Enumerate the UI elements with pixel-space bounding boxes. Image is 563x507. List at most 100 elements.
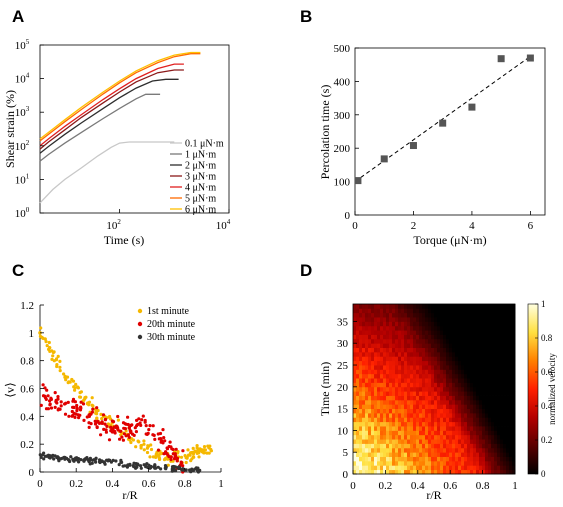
panel-d-heat-cell xyxy=(380,360,384,366)
panel-d-heat-cell xyxy=(473,304,477,309)
panel-d-heat-cell xyxy=(380,412,384,418)
panel-d-heat-cell xyxy=(488,465,492,471)
panel-d-heat-cell xyxy=(464,447,468,453)
panel-c-point-1 xyxy=(85,415,89,419)
panel-d-heat-cell xyxy=(428,469,432,475)
panel-d-heat-cell xyxy=(437,386,441,392)
panel-d-heat-cell xyxy=(482,404,486,410)
panel-d-heat-cell xyxy=(413,321,417,327)
panel-d-heat-cell xyxy=(374,434,378,440)
panel-d-heat-cell xyxy=(425,338,429,344)
panel-d-heat-cell xyxy=(464,378,468,383)
panel-d-heat-cell xyxy=(476,456,480,462)
panel-d-heat-cell xyxy=(422,426,426,431)
panel-d-heat-cell xyxy=(389,360,393,366)
panel-d-heat-cell xyxy=(494,308,498,314)
panel-d-heat-cell xyxy=(488,347,492,353)
panel-d-heat-cell xyxy=(503,343,507,348)
panel-d-heat-cell xyxy=(470,399,474,405)
panel-d-heat-cell xyxy=(452,308,456,314)
panel-d-heat-cell xyxy=(491,417,495,423)
panel-d-heat-cell xyxy=(497,399,501,405)
panel-d-heat-cell xyxy=(452,347,456,353)
panel-d-heat-cell xyxy=(509,343,513,348)
panel-d-heat-cell xyxy=(482,460,486,466)
panel-d-heat-cell xyxy=(395,421,399,427)
panel-d-heat-cell xyxy=(497,426,501,431)
panel-c-point-0 xyxy=(76,386,80,390)
panel-d-heat-cell xyxy=(377,373,381,379)
panel-c-y-tick-label: 0.6 xyxy=(20,384,34,396)
panel-d-heat-cell xyxy=(440,434,444,440)
panel-d-heat-cell xyxy=(461,439,465,444)
panel-d-heat-cell xyxy=(371,343,375,348)
panel-label-d: D xyxy=(300,261,312,280)
panel-d-heat-cell xyxy=(368,317,372,322)
panel-d-heat-cell xyxy=(380,426,384,431)
panel-c-point-0 xyxy=(100,417,104,421)
panel-d-heat-cell xyxy=(392,321,396,327)
panel-d-heat-cell xyxy=(392,391,396,396)
panel-d-heat-cell xyxy=(362,304,366,309)
panel-c-point-0 xyxy=(193,449,197,454)
panel-d-heat-cell xyxy=(374,443,378,449)
panel-d-heat-cell xyxy=(371,356,375,362)
panel-d-heat-cell xyxy=(470,321,474,327)
panel-d-heat-cell xyxy=(413,447,417,453)
panel-d-heat-cell xyxy=(461,308,465,314)
panel-d-heat-cell xyxy=(488,369,492,375)
panel-d-heat-cell xyxy=(359,369,363,375)
panel-d-heat-cell xyxy=(461,412,465,418)
panel-d-heat-cell xyxy=(476,321,480,327)
panel-d-heat-cell xyxy=(506,351,510,357)
panel-d-heat-cell xyxy=(407,386,411,392)
panel-d-heat-cell xyxy=(473,456,477,462)
panel-d-heat-cell xyxy=(491,343,495,348)
panel-d-heat-cell xyxy=(497,421,501,427)
panel-d-heat-cell xyxy=(389,317,393,322)
panel-d-heat-cell xyxy=(443,395,447,401)
panel-d-heat-cell xyxy=(389,386,393,392)
panel-d-heat-cell xyxy=(419,408,423,414)
panel-c-point-2 xyxy=(114,459,118,463)
panel-c-velocity-profile-chart: 0 0.2 0.4 0.6 0.8 100.20.40.60.811.2 r/R ⟨v⟩ … xyxy=(3,300,224,502)
panel-d-heat-cell xyxy=(356,382,360,388)
panel-d-heat-cell xyxy=(476,325,480,331)
panel-d-heat-cell xyxy=(425,382,429,388)
panel-d-heat-cell xyxy=(464,304,468,309)
panel-d-heat-cell xyxy=(413,369,417,375)
panel-d-heat-cell xyxy=(407,334,411,340)
panel-d-heat-cell xyxy=(353,338,357,344)
panel-d-heat-cell xyxy=(512,386,516,392)
panel-d-heat-cell xyxy=(353,469,357,475)
panel-d-heat-cell xyxy=(473,404,477,410)
panel-c-point-1 xyxy=(43,386,47,390)
panel-d-heat-cell xyxy=(377,334,381,340)
panel-d-heat-cell xyxy=(485,304,489,309)
panel-d-heat-cell xyxy=(383,382,387,388)
panel-d-heat-cell xyxy=(434,321,438,327)
panel-d-heat-cell xyxy=(389,408,393,414)
panel-d-heat-cell xyxy=(386,421,390,427)
panel-d-heat-cell xyxy=(434,373,438,379)
panel-d-heat-cell xyxy=(392,369,396,375)
panel-d-heat-cell xyxy=(485,399,489,405)
panel-d-heat-cell xyxy=(386,365,390,370)
panel-d-heat-cell xyxy=(476,304,480,309)
panel-d-heat-cell xyxy=(356,434,360,440)
panel-d-heat-cell xyxy=(413,439,417,444)
panel-d-heat-cell xyxy=(425,321,429,327)
panel-d-heat-cell xyxy=(509,421,513,427)
panel-d-heat-cell xyxy=(392,399,396,405)
panel-a-y-tick-exp: 0 xyxy=(26,206,30,214)
panel-d-heat-cell xyxy=(353,343,357,348)
panel-d-heat-cell xyxy=(371,378,375,383)
panel-d-heat-cell xyxy=(512,321,516,327)
panel-d-heat-cell xyxy=(365,386,369,392)
panel-d-heat-cell xyxy=(407,447,411,453)
panel-d-heat-cell xyxy=(428,426,432,431)
panel-d-heat-cell xyxy=(479,351,483,357)
panel-c-point-0 xyxy=(50,357,54,361)
